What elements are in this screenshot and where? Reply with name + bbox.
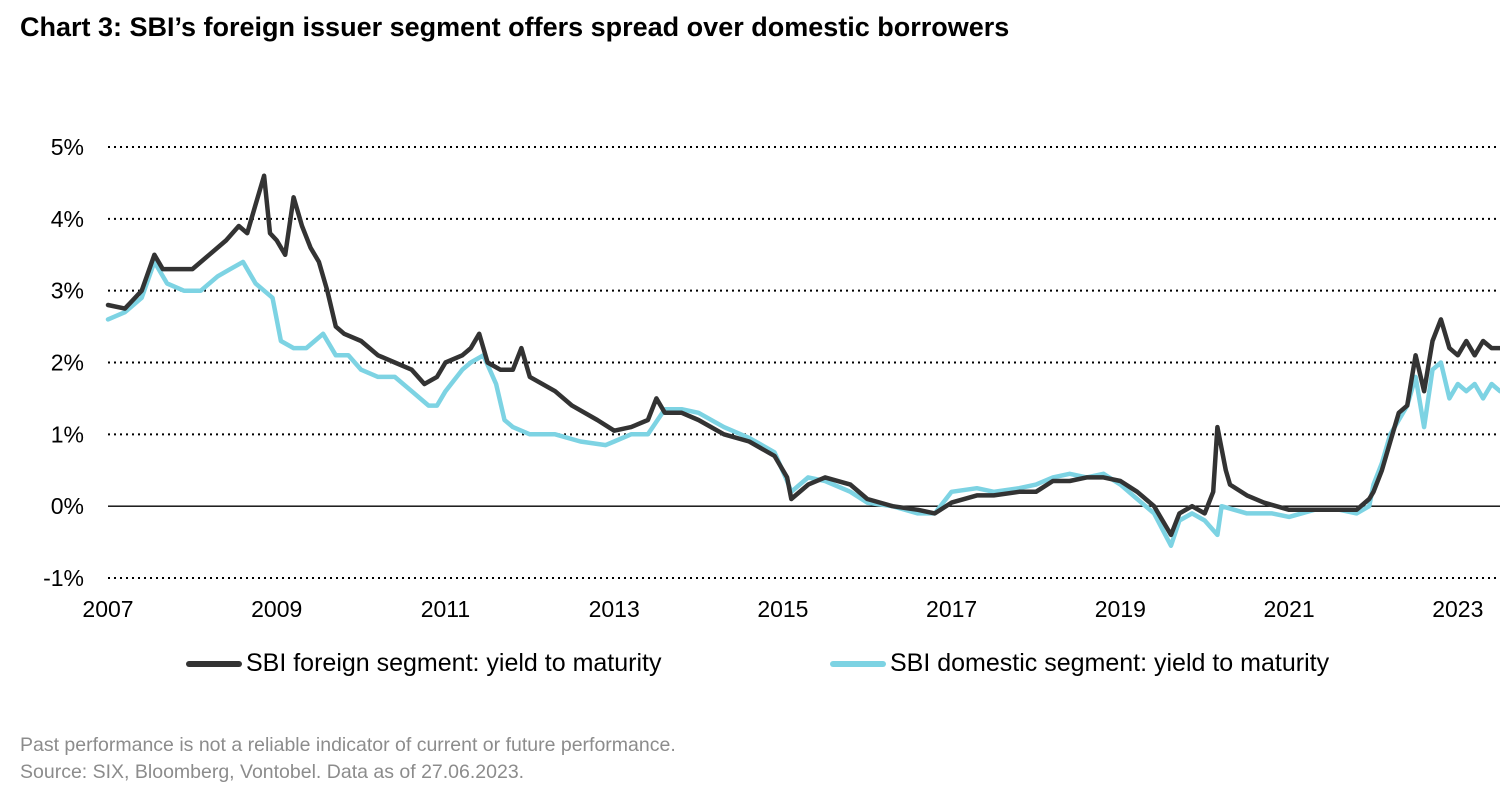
y-tick-label: 0% [51,493,84,519]
y-tick-label: -1% [43,565,84,591]
x-tick-label: 2015 [757,596,808,622]
y-tick-label: 1% [51,421,84,447]
series-lines [105,173,1500,548]
series-line-foreign [105,173,1500,538]
legend-item-foreign: SBI foreign segment: yield to maturity [186,649,661,678]
y-tick-label: 5% [51,134,84,160]
chart-area: -1% 0% 1% 2% 3% 4% 5% 2007 2009 2011 2013 2015 2017… [43,134,1500,622]
x-tick-label: 2021 [1264,596,1315,622]
legend-swatch-domestic [830,660,886,667]
legend-swatch-foreign [186,660,242,667]
chart-title: Chart 3: SBI’s foreign issuer segment of… [20,12,1010,42]
x-tick-label: 2007 [82,596,133,622]
y-tick-label: 2% [51,350,84,376]
y-axis-ticks: -1% 0% 1% 2% 3% 4% 5% [43,134,84,591]
x-tick-label: 2019 [1095,596,1146,622]
legend-label-domestic: SBI domestic segment: yield to maturity [890,649,1330,677]
x-tick-label: 2009 [251,596,302,622]
y-tick-label: 4% [51,206,84,232]
footnote-disclaimer: Past performance is not a reliable indic… [20,734,676,756]
x-tick-label: 2017 [926,596,977,622]
legend: SBI foreign segment: yield to maturity S… [0,649,1500,681]
x-tick-label: 2011 [421,596,470,622]
series-line-domestic [105,259,1500,548]
x-tick-label: 2013 [589,596,640,622]
footnote-source: Source: SIX, Bloomberg, Vontobel. Data a… [20,761,525,783]
legend-label-foreign: SBI foreign segment: yield to maturity [246,649,662,677]
legend-item-domestic: SBI domestic segment: yield to maturity [830,649,1329,678]
gridlines [108,146,1500,579]
x-tick-label: 2023 [1432,596,1483,622]
y-tick-label: 3% [51,278,84,304]
x-axis-ticks: 2007 2009 2011 2013 2015 2017 2019 2021 2023 [82,596,1483,622]
